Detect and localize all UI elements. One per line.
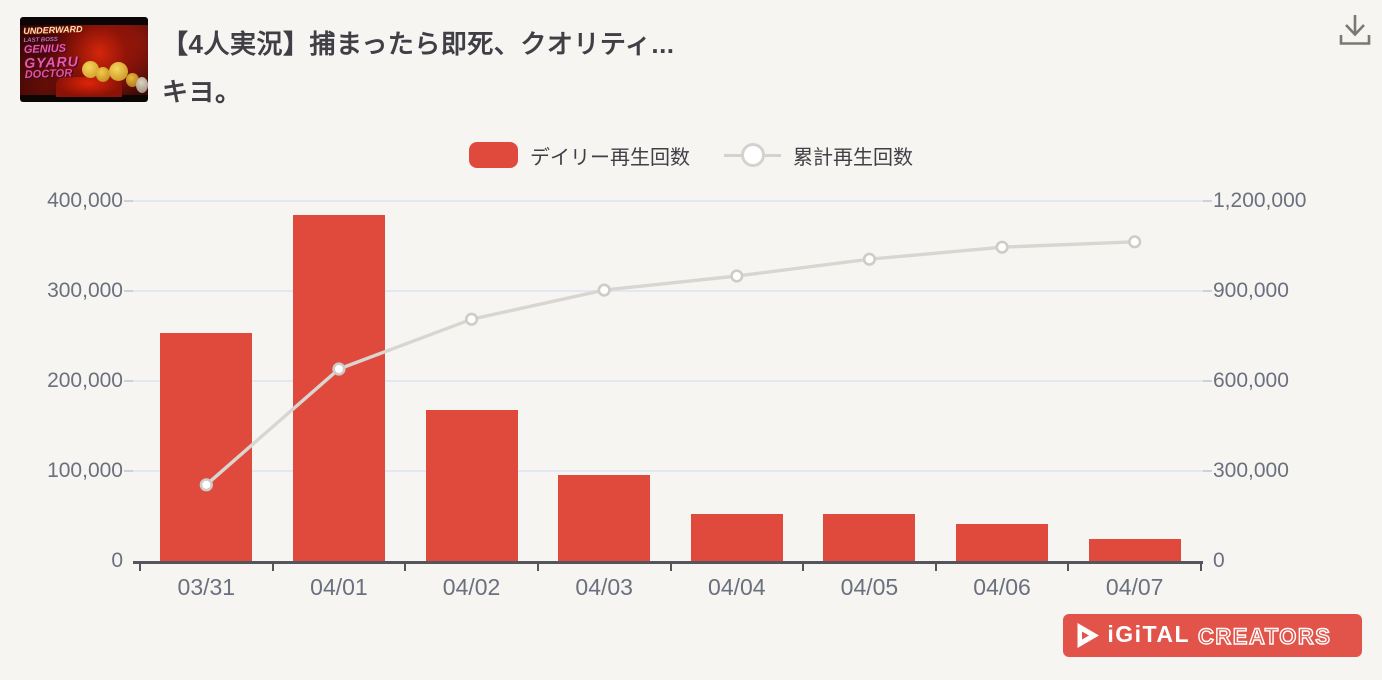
- y-axis-tick-right: [1203, 380, 1212, 382]
- thumbnail-character: [96, 67, 110, 82]
- legend-swatch-cumulative: [724, 142, 781, 168]
- x-axis-label: 04/07: [1105, 574, 1164, 600]
- bar-daily[interactable]: [160, 333, 253, 561]
- cumulative-marker[interactable]: [199, 478, 213, 492]
- bar-daily[interactable]: [292, 215, 385, 561]
- bar-daily[interactable]: [690, 514, 783, 561]
- y-axis-tick-left: [124, 200, 133, 202]
- x-axis-label: 04/06: [973, 574, 1031, 600]
- cumulative-marker[interactable]: [862, 252, 877, 266]
- y-axis-label-left: 200,000: [47, 369, 123, 392]
- y-axis-tick-left: [124, 380, 133, 382]
- cumulative-marker[interactable]: [332, 362, 346, 376]
- y-axis-tick-right: [1203, 200, 1212, 202]
- thumbnail-art: UNDERWARD LAST BOSS GENIUS GYARU DOCTOR: [20, 23, 148, 97]
- cumulative-marker[interactable]: [1128, 235, 1142, 249]
- y-axis-tick-left: [124, 470, 133, 472]
- bar-daily[interactable]: [823, 514, 916, 561]
- y-axis-label-right: 600,000: [1213, 369, 1289, 392]
- video-title: 【4人実況】捕まったら即死、クオリティ... キヨ。: [162, 20, 675, 116]
- legend-item-cumulative[interactable]: 累計再生回数: [724, 141, 913, 170]
- x-axis-tick: [802, 564, 805, 571]
- x-axis-line: [133, 561, 1203, 564]
- thumbnail-machine-art: [55, 77, 123, 97]
- bar-daily[interactable]: [558, 474, 651, 561]
- y-axis-tick-right: [1203, 290, 1212, 292]
- cumulative-marker[interactable]: [597, 283, 611, 297]
- y-axis-label-right: 300,000: [1213, 459, 1289, 482]
- x-axis-tick: [271, 564, 274, 571]
- x-axis-tick: [139, 564, 141, 571]
- x-axis-tick: [404, 564, 407, 571]
- x-axis-label: 03/31: [177, 574, 236, 600]
- thumbnail-character: [109, 62, 128, 81]
- thumbnail-character: [126, 73, 139, 87]
- download-button[interactable]: [1330, 6, 1380, 56]
- cumulative-marker[interactable]: [995, 240, 1009, 254]
- thumbnail-character: [136, 77, 148, 93]
- cumulative-marker[interactable]: [464, 312, 479, 326]
- x-axis-tick: [536, 564, 539, 571]
- y-axis-label-right: 900,000: [1213, 279, 1289, 302]
- x-axis-tick: [669, 564, 672, 571]
- bar-daily[interactable]: [425, 409, 518, 561]
- download-icon: [1339, 15, 1371, 45]
- x-axis-label: 04/04: [708, 574, 766, 600]
- logo-text-digital: iGiTAL: [1107, 621, 1190, 647]
- thumbnail-title-art: UNDERWARD LAST BOSS GENIUS GYARU DOCTOR: [23, 23, 84, 82]
- video-thumbnail[interactable]: UNDERWARD LAST BOSS GENIUS GYARU DOCTOR: [20, 17, 148, 102]
- thumbnail-text: UNDERWARD: [23, 23, 83, 37]
- bar-daily[interactable]: [956, 524, 1049, 561]
- gridline: [133, 200, 1203, 202]
- y-axis-label-left: 300,000: [47, 279, 123, 302]
- brand-logo: iGiTAL CREATORS: [1063, 614, 1362, 657]
- x-axis-label: 04/02: [442, 574, 501, 600]
- y-axis-label-right: 0: [1213, 549, 1225, 572]
- x-axis-label: 04/05: [840, 574, 899, 600]
- svg-text:CREATORS: CREATORS: [1198, 624, 1331, 649]
- y-axis-tick-right: [1203, 470, 1212, 472]
- thumbnail-text: DOCTOR: [24, 67, 73, 82]
- x-axis-label: 04/03: [575, 574, 633, 600]
- legend-swatch-daily: [469, 142, 518, 168]
- play-icon: [1077, 623, 1100, 648]
- legend-marker-icon: [740, 143, 765, 167]
- thumbnail-character: [82, 61, 99, 78]
- y-axis-tick-left: [124, 290, 133, 292]
- legend-item-daily[interactable]: デイリー再生回数: [469, 141, 690, 170]
- video-title-line1: 【4人実況】捕まったら即死、クオリティ...: [162, 29, 675, 59]
- logo-text-creators: CREATORS: [1197, 623, 1331, 649]
- y-axis-label-right: 1,200,000: [1213, 189, 1307, 212]
- y-axis-label-left: 100,000: [47, 459, 123, 482]
- x-axis-label: 04/01: [310, 574, 368, 600]
- bar-daily[interactable]: [1088, 538, 1181, 561]
- y-axis-label-left: 0: [111, 549, 123, 572]
- legend-label-daily: デイリー再生回数: [530, 146, 690, 169]
- legend-label-cumulative: 累計再生回数: [793, 146, 913, 169]
- x-axis-tick: [1067, 564, 1070, 571]
- channel-name: キヨ。: [162, 77, 242, 107]
- y-axis-label-left: 400,000: [47, 189, 123, 212]
- chart-legend: デイリー再生回数 累計再生回数: [0, 140, 1382, 170]
- x-axis-tick: [934, 564, 937, 571]
- x-axis-tick: [1200, 564, 1202, 571]
- cumulative-marker[interactable]: [730, 269, 744, 283]
